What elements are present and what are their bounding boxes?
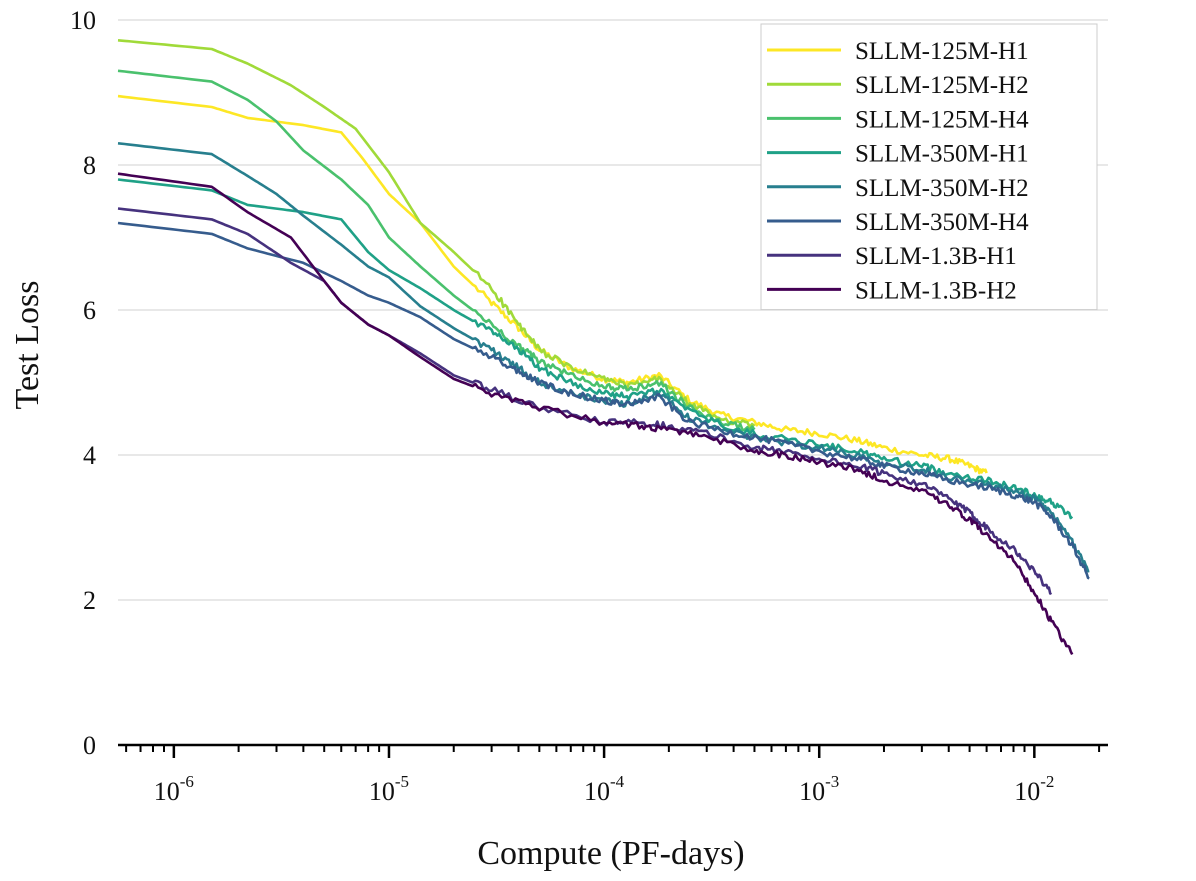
series-line-2 — [117, 69, 756, 432]
x-tick-exp-1: -5 — [395, 772, 409, 791]
y-tick-label-2: 4 — [83, 441, 96, 470]
x-tick-exp-4: -2 — [1040, 772, 1054, 791]
legend: SLLM-125M-H1 SLLM-125M-H2 SLLM-125M-H4 SLLM… — [760, 23, 1098, 311]
x-tick-exp-2: -4 — [610, 772, 625, 791]
y-tick-label-5: 10 — [70, 6, 96, 35]
x-tick-exp-3: -3 — [825, 772, 839, 791]
legend-label-2: SLLM-125M-H4 — [855, 106, 1029, 133]
y-axis-title: Test Loss — [9, 281, 46, 410]
legend-label-7: SLLM-1.3B-H2 — [855, 277, 1017, 304]
x-tick-label-2: 10-4 — [584, 772, 625, 806]
series-line-1 — [117, 39, 756, 429]
x-tick-base-3: 10 — [799, 777, 825, 806]
x-axis: 10-6 10-5 10-4 10-3 10-2 — [118, 743, 1108, 806]
legend-label-3: SLLM-350M-H1 — [855, 141, 1029, 168]
legend-label-0: SLLM-125M-H1 — [855, 38, 1029, 65]
legend-label-5: SLLM-350M-H4 — [855, 209, 1029, 236]
x-tick-base-2: 10 — [584, 777, 610, 806]
x-tick-label-4: 10-2 — [1014, 772, 1054, 806]
legend-label-4: SLLM-350M-H2 — [855, 175, 1029, 202]
x-tick-base-1: 10 — [369, 777, 395, 806]
series-line-7 — [117, 172, 1074, 655]
y-tick-label-3: 6 — [83, 296, 96, 325]
x-axis-title: Compute (PF-days) — [477, 835, 744, 872]
legend-box — [760, 23, 1098, 311]
y-tick-label-0: 0 — [83, 731, 96, 760]
x-tick-label-3: 10-3 — [799, 772, 839, 806]
x-tick-label-1: 10-5 — [369, 772, 409, 806]
series-lines — [117, 39, 1090, 655]
series-line-5 — [117, 221, 1090, 580]
y-axis: 0 2 4 6 8 10 — [70, 6, 96, 760]
y-tick-label-4: 8 — [83, 151, 96, 180]
x-tick-exp-0: -6 — [180, 772, 194, 791]
x-tick-label-0: 10-6 — [154, 772, 194, 806]
legend-label-1: SLLM-125M-H2 — [855, 72, 1029, 99]
x-tick-base-0: 10 — [154, 777, 180, 806]
legend-label-6: SLLM-1.3B-H1 — [855, 243, 1017, 270]
y-tick-label-1: 2 — [83, 586, 96, 615]
x-tick-base-4: 10 — [1014, 777, 1040, 806]
